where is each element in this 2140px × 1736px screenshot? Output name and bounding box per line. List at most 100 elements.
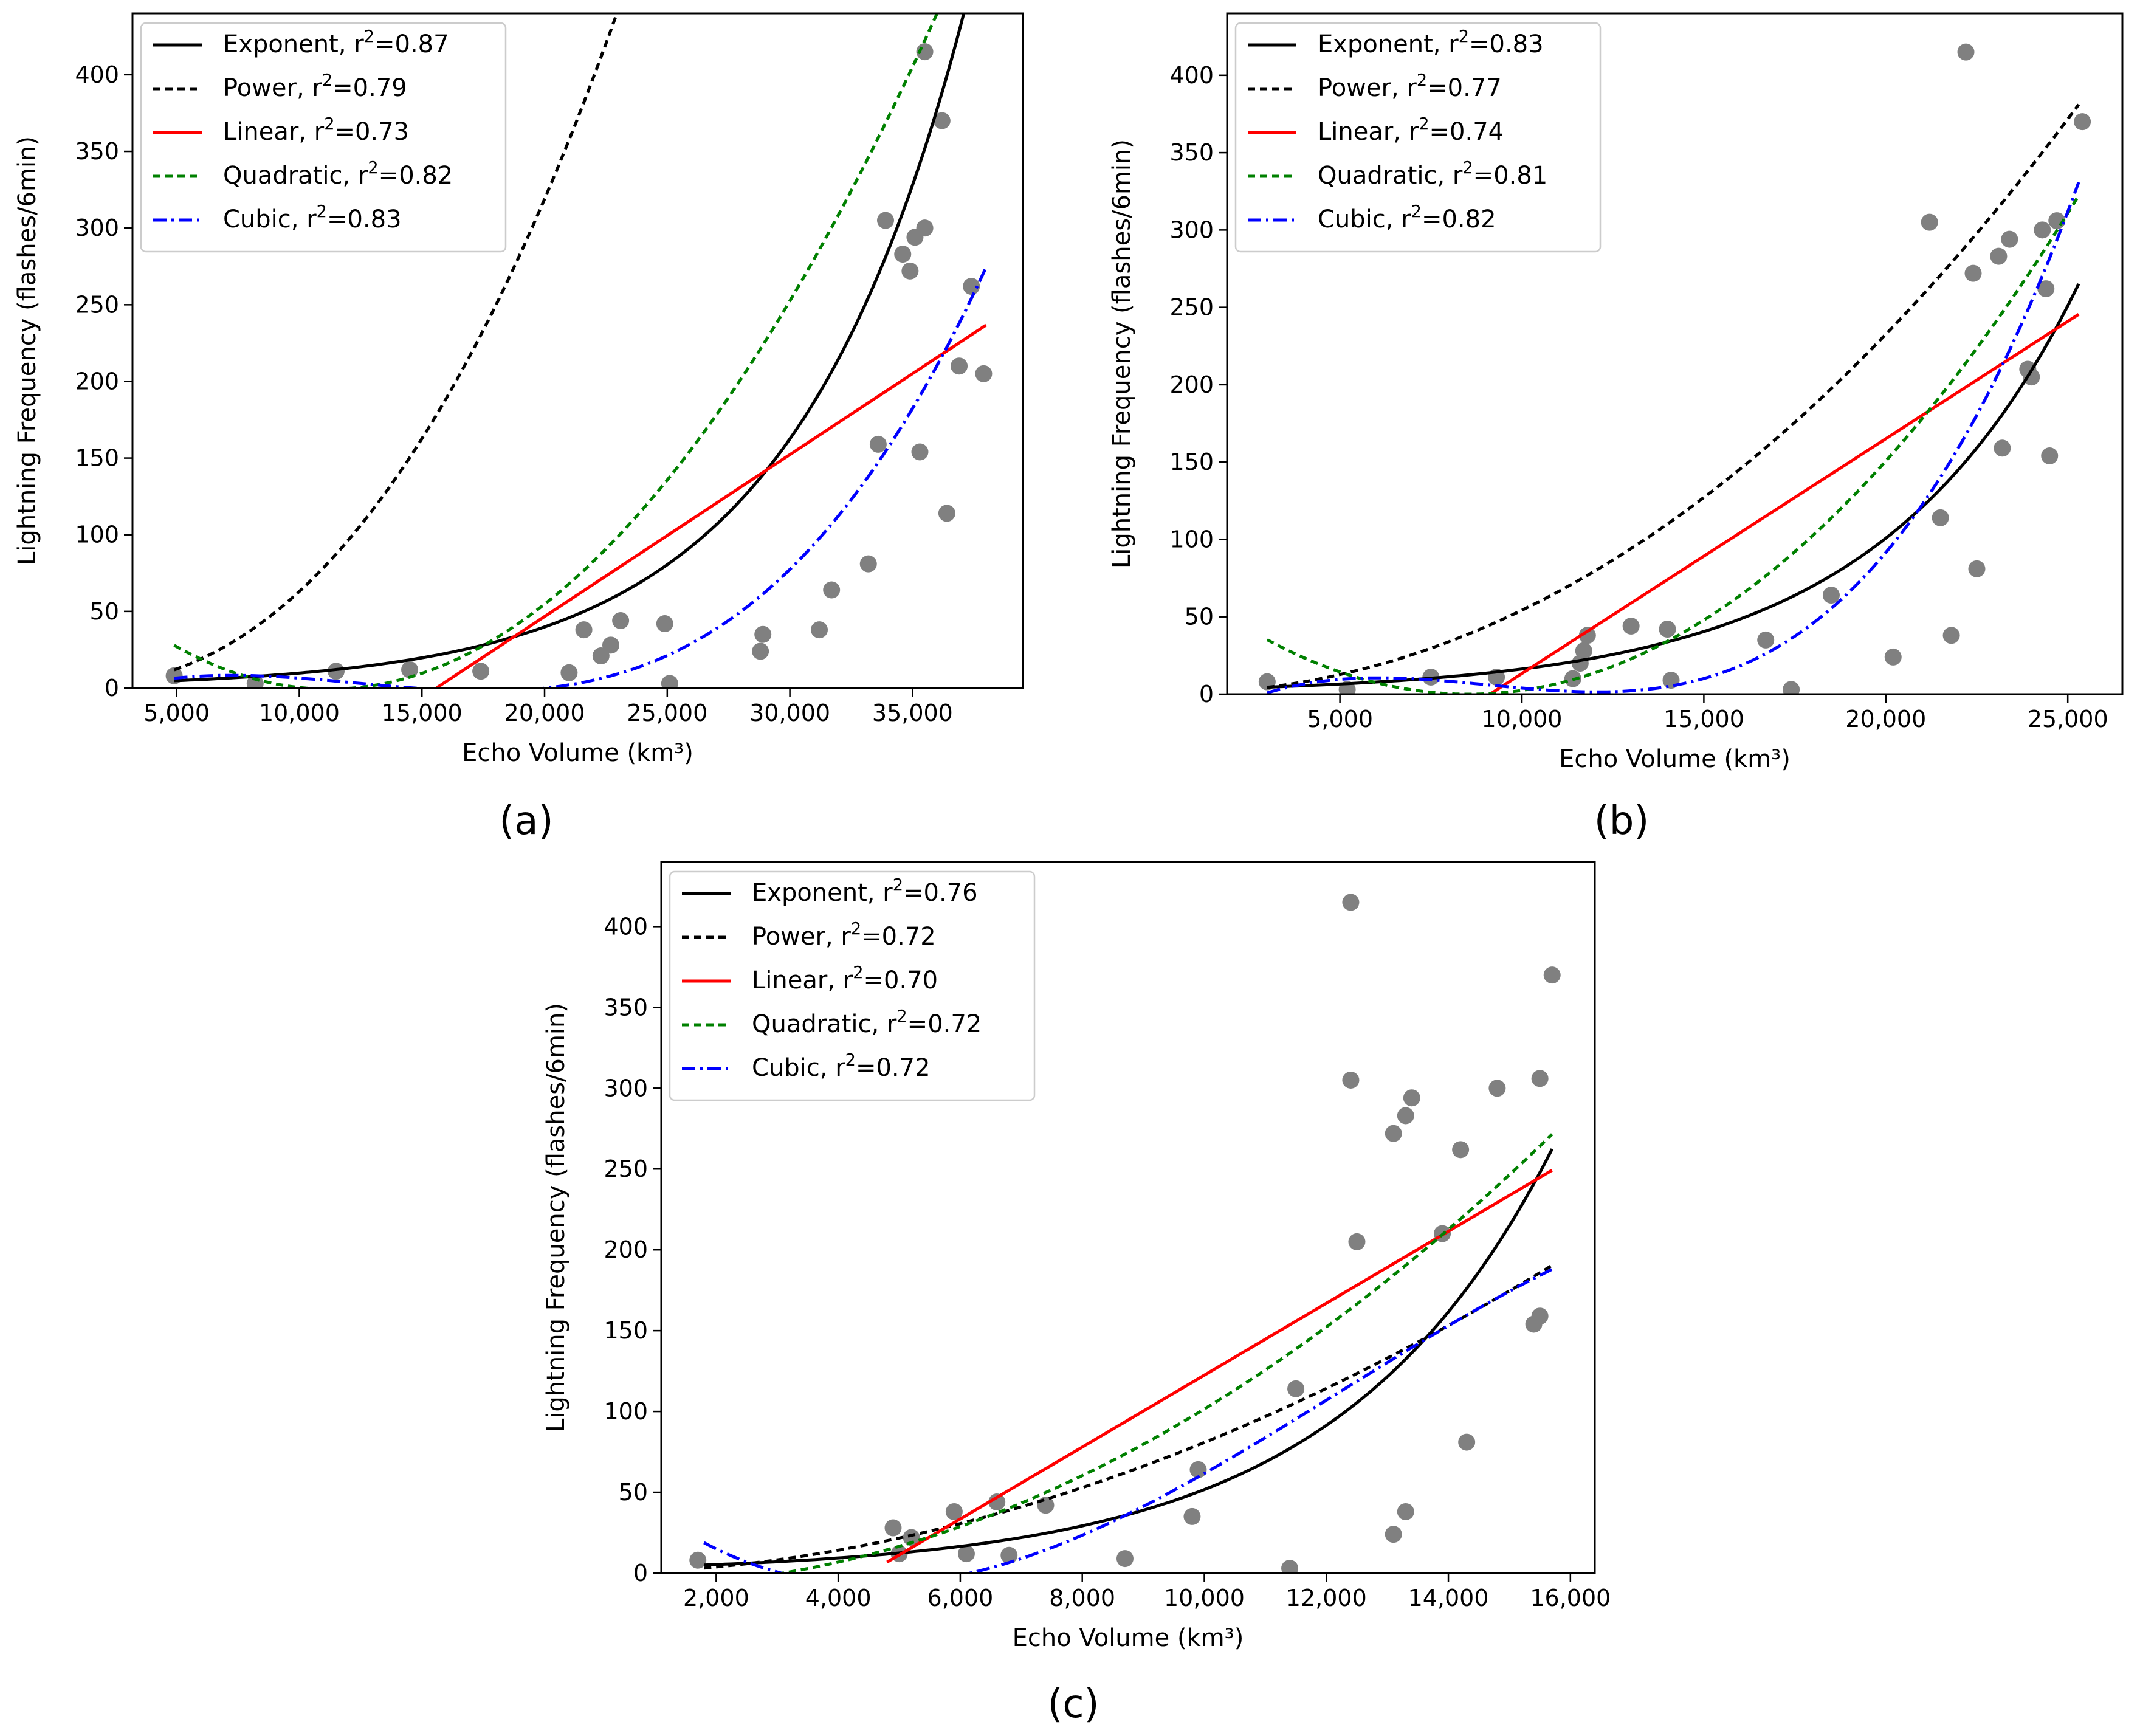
data-point xyxy=(1397,1107,1414,1125)
data-point xyxy=(1994,439,2011,457)
x-axis-label: Echo Volume (km³) xyxy=(1013,1624,1244,1652)
data-point xyxy=(1964,264,1982,282)
plot-area xyxy=(165,13,993,688)
y-tick-label: 300 xyxy=(75,215,119,241)
data-point xyxy=(894,246,912,263)
data-point xyxy=(911,443,929,461)
fit-line-power xyxy=(704,1264,1553,1570)
y-tick-label: 50 xyxy=(1185,604,1214,630)
fit-line-quadratic xyxy=(1266,195,2080,694)
data-point xyxy=(1385,1526,1402,1543)
data-point xyxy=(689,1551,707,1569)
data-point xyxy=(1990,247,2008,265)
y-tick-label: 400 xyxy=(1169,62,1214,89)
chart-b: 5,000 10,000 15,000 20,000 25,000 0 50 100 150 20… xyxy=(1108,12,2124,773)
x-tick-label: 10,000 xyxy=(259,700,340,726)
data-point xyxy=(754,625,772,643)
data-point xyxy=(938,505,955,522)
x-tick-label: 20,000 xyxy=(1845,706,1926,732)
data-point xyxy=(592,647,610,665)
data-point xyxy=(656,615,673,633)
y-tick-label: 150 xyxy=(75,445,119,472)
y-tick-label: 0 xyxy=(633,1560,648,1586)
y-tick-label: 0 xyxy=(105,675,119,701)
data-point xyxy=(612,612,630,629)
legend-label-linear: Linear, r2=0.70 xyxy=(752,963,938,994)
x-tick-label: 25,000 xyxy=(2028,706,2108,732)
fit-line-cubic xyxy=(1267,181,2080,694)
x-tick-label: 10,000 xyxy=(1164,1585,1245,1611)
y-tick-label: 250 xyxy=(75,291,119,318)
fit-line-quadratic xyxy=(173,13,939,688)
data-point xyxy=(1287,1380,1305,1397)
y-tick-label: 50 xyxy=(619,1479,648,1506)
x-tick-label: 5,000 xyxy=(143,700,210,726)
data-point xyxy=(957,1545,975,1563)
data-point xyxy=(1921,213,1938,231)
y-tick-label: 350 xyxy=(75,138,119,165)
y-tick-label: 150 xyxy=(1169,449,1214,475)
legend-box xyxy=(669,870,1036,1101)
data-point xyxy=(327,663,345,680)
x-tick-label: 6,000 xyxy=(927,1585,994,1611)
legend-label-linear: Linear, r2=0.73 xyxy=(223,115,409,146)
fit-line-linear xyxy=(1488,313,2080,694)
data-point xyxy=(1342,1071,1360,1089)
data-point xyxy=(1968,560,1986,577)
x-tick-label: 25,000 xyxy=(627,700,707,726)
y-tick-label: 50 xyxy=(90,598,119,625)
data-point xyxy=(1659,621,1676,638)
legend-label-quadratic: Quadratic, r2=0.81 xyxy=(1318,159,1547,190)
data-point xyxy=(1000,1546,1018,1564)
y-tick-label: 150 xyxy=(604,1317,648,1344)
x-tick-label: 10,000 xyxy=(1482,706,1563,732)
data-point xyxy=(963,278,980,295)
y-tick-label: 200 xyxy=(1169,371,1214,398)
legend-label-cubic: Cubic, r2=0.72 xyxy=(752,1051,931,1082)
y-tick-label: 300 xyxy=(1169,216,1214,243)
data-point xyxy=(1488,1080,1506,1097)
x-tick-label: 2,000 xyxy=(683,1585,749,1611)
legend-label-cubic: Cubic, r2=0.83 xyxy=(223,202,402,233)
data-point xyxy=(1942,627,1960,644)
legend-label-quadratic: Quadratic, r2=0.72 xyxy=(752,1007,982,1038)
fit-line-quadratic xyxy=(773,1133,1553,1573)
x-axis-label: Echo Volume (km³) xyxy=(462,739,693,767)
x-tick-label: 35,000 xyxy=(872,700,953,726)
data-point xyxy=(401,661,419,678)
data-point xyxy=(884,1519,902,1537)
fit-line-linear xyxy=(886,1169,1553,1564)
x-tick-label: 12,000 xyxy=(1286,1585,1367,1611)
data-point xyxy=(661,675,678,688)
data-point xyxy=(472,663,490,680)
data-point xyxy=(1932,509,1949,526)
legend-label-power: Power, r2=0.77 xyxy=(1318,71,1502,102)
legend-box xyxy=(1234,22,1602,253)
data-point xyxy=(2023,368,2040,386)
data-point xyxy=(2041,447,2059,464)
x-tick-label: 4,000 xyxy=(805,1585,872,1611)
y-tick-label: 100 xyxy=(75,522,119,548)
y-tick-label: 350 xyxy=(604,994,648,1021)
plot-frame xyxy=(660,861,1596,1574)
data-point xyxy=(2034,221,2051,239)
y-tick-label: 250 xyxy=(1169,294,1214,321)
y-tick-label: 200 xyxy=(604,1236,648,1263)
data-point xyxy=(1783,681,1800,694)
data-point xyxy=(876,212,894,229)
x-tick-label: 20,000 xyxy=(504,700,585,726)
data-point xyxy=(903,1529,920,1546)
y-tick-label: 400 xyxy=(75,61,119,88)
fit-line-power xyxy=(173,13,619,672)
legend-label-cubic: Cubic, r2=0.82 xyxy=(1318,202,1496,233)
y-axis-label: Lightning Frequency (flashes/6min) xyxy=(1108,139,1136,568)
y-tick-label: 300 xyxy=(604,1075,648,1101)
data-point xyxy=(1116,1550,1134,1568)
data-point xyxy=(1037,1497,1055,1514)
data-point xyxy=(811,621,828,639)
data-point xyxy=(1348,1233,1366,1250)
data-point xyxy=(1183,1507,1201,1525)
data-point xyxy=(869,435,887,453)
data-point xyxy=(1578,627,1596,644)
